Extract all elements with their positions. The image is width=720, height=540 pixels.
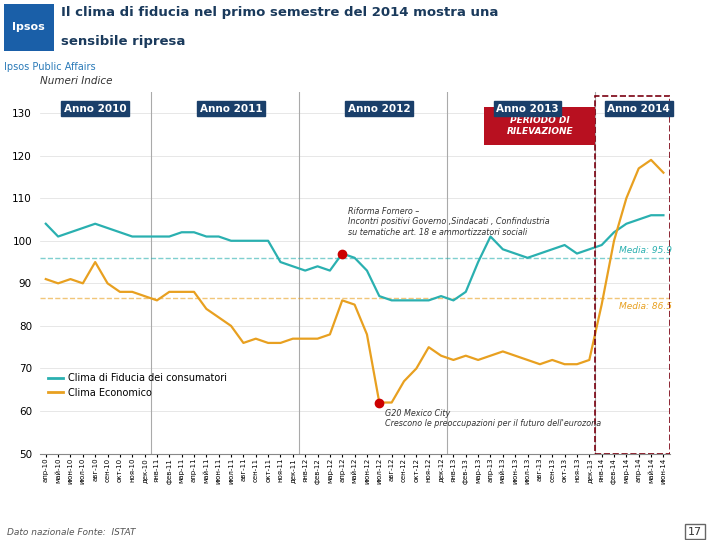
Bar [4,4,54,51]
Text: PERIODO DI
RILEVAZIONE: PERIODO DI RILEVAZIONE [507,116,573,136]
Bar [595,96,670,454]
Text: G20 Mexico City
Crescono le preoccupazioni per il futuro dell'eurozona: G20 Mexico City Crescono le preoccupazio… [385,409,602,428]
Text: Ipsos Public Affairs: Ipsos Public Affairs [4,62,95,72]
Text: Anno 2010: Anno 2010 [64,104,127,114]
Legend: Clima di Fiducia dei consumatori, Clima Economico: Clima di Fiducia dei consumatori, Clima … [45,369,230,402]
Text: Anno 2013: Anno 2013 [496,104,559,114]
Text: Media: 86.5: Media: 86.5 [619,302,672,310]
Text: Media: 95.9: Media: 95.9 [619,246,672,255]
Text: Anno 2014: Anno 2014 [608,104,670,114]
Text: Riforma Fornero –
Incontri positivi Governo ,Sindacati , Confindustria
su temati: Riforma Fornero – Incontri positivi Gove… [348,207,550,237]
Text: Dato nazionale Fonte:  ISTAT: Dato nazionale Fonte: ISTAT [7,528,135,537]
Text: Anno 2011: Anno 2011 [199,104,262,114]
Text: Ipsos: Ipsos [12,22,45,32]
Text: 17: 17 [688,526,702,537]
Bar [485,107,595,145]
Text: Anno 2012: Anno 2012 [348,104,410,114]
Text: sensibile ripresa: sensibile ripresa [61,35,186,48]
Text: Il clima di fiducia nel primo semestre del 2014 mostra una: Il clima di fiducia nel primo semestre d… [61,6,498,19]
Text: Numeri Indice: Numeri Indice [40,76,112,86]
